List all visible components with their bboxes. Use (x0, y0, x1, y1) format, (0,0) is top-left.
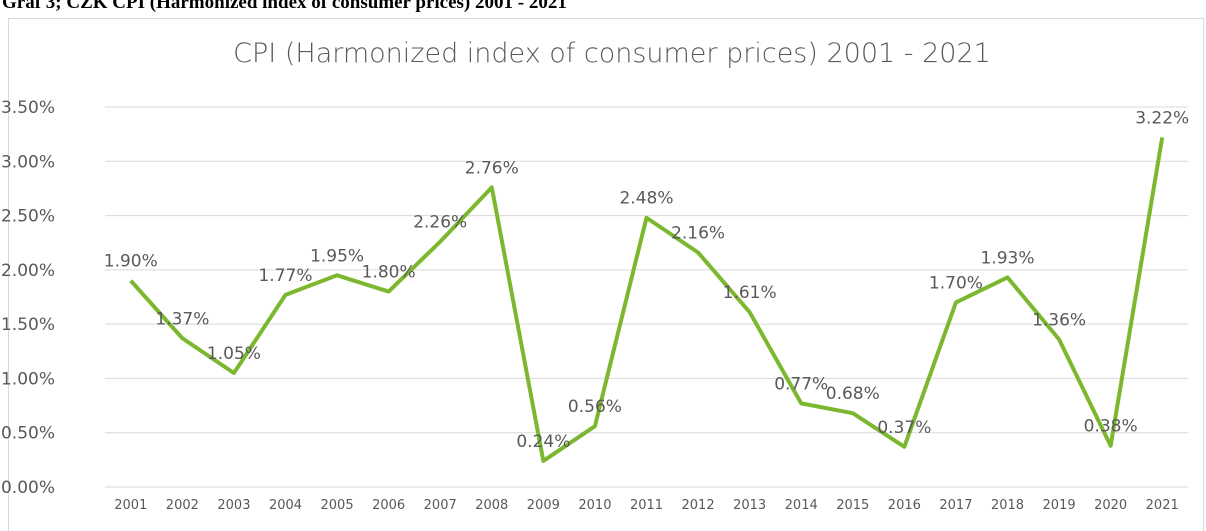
data-label: 1.61% (723, 283, 777, 303)
data-label: 1.80% (362, 263, 416, 283)
data-label: 2.76% (465, 158, 519, 178)
y-tick-label: 0.00% (1, 478, 55, 498)
x-tick-label: 2005 (321, 498, 354, 513)
x-tick-label: 2007 (424, 498, 457, 513)
data-label: 1.93% (980, 248, 1034, 268)
data-label: 1.36% (1032, 310, 1086, 330)
data-label: 0.38% (1084, 417, 1138, 437)
y-tick-label: 1.50% (1, 315, 55, 335)
y-tick-label: 3.50% (1, 98, 55, 118)
data-label: 1.95% (310, 246, 364, 266)
x-tick-label: 2016 (888, 498, 921, 513)
data-label: 2.26% (413, 213, 467, 233)
data-label: 2.48% (619, 189, 673, 209)
x-tick-label: 2020 (1094, 498, 1127, 513)
x-tick-label: 2019 (1043, 498, 1076, 513)
data-label: 0.77% (774, 374, 828, 394)
data-label: 1.05% (207, 344, 261, 364)
y-tick-label: 2.50% (1, 207, 55, 227)
x-tick-label: 2008 (475, 498, 508, 513)
x-tick-label: 2003 (217, 498, 250, 513)
x-tick-label: 2013 (733, 498, 766, 513)
x-tick-label: 2002 (166, 498, 199, 513)
x-tick-label: 2014 (785, 498, 818, 513)
x-tick-label: 2006 (372, 498, 405, 513)
data-label: 0.68% (826, 384, 880, 404)
x-tick-label: 2017 (939, 498, 972, 513)
x-tick-label: 2001 (114, 498, 147, 513)
x-tick-label: 2011 (630, 498, 663, 513)
data-line (129, 137, 1165, 463)
data-label: 1.70% (929, 273, 983, 293)
x-tick-label: 2010 (578, 498, 611, 513)
caption: Graf 3; CZK CPI (Harmonized index of con… (2, 0, 567, 13)
x-tick-label: 2021 (1146, 498, 1179, 513)
data-label: 0.56% (568, 397, 622, 417)
data-label: 1.90% (104, 252, 158, 272)
x-tick-label: 2012 (682, 498, 715, 513)
data-label: 1.37% (155, 309, 209, 329)
x-tick-label: 2018 (991, 498, 1024, 513)
y-tick-label: 2.00% (1, 261, 55, 281)
y-tick-label: 3.00% (1, 152, 55, 172)
data-label: 2.16% (671, 223, 725, 243)
y-tick-label: 0.50% (1, 424, 55, 444)
data-label: 3.22% (1135, 108, 1189, 128)
data-label: 0.37% (877, 418, 931, 438)
x-tick-label: 2015 (836, 498, 869, 513)
y-tick-label: 1.00% (1, 369, 55, 389)
x-tick-label: 2004 (269, 498, 302, 513)
data-label: 0.24% (516, 432, 570, 452)
x-tick-label: 2009 (527, 498, 560, 513)
data-label: 1.77% (258, 266, 312, 286)
chart-border (8, 18, 1204, 531)
chart-title: CPI (Harmonized index of consumer prices… (233, 38, 991, 69)
